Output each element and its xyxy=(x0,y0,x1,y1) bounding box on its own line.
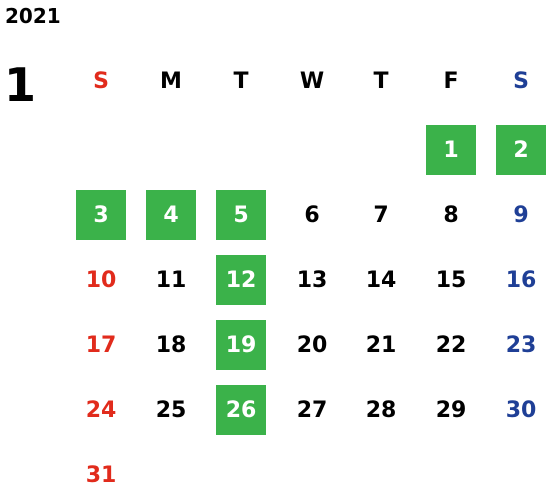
calendar-day-25[interactable]: 25 xyxy=(155,397,187,423)
weekday-header-0: S xyxy=(93,68,109,94)
calendar-day-3[interactable]: 3 xyxy=(76,190,126,240)
weekday-header-3: W xyxy=(299,68,325,94)
calendar-day-10[interactable]: 10 xyxy=(85,267,117,293)
calendar-day-21[interactable]: 21 xyxy=(365,332,397,358)
calendar-day-6[interactable]: 6 xyxy=(304,202,320,228)
weekday-header-4: T xyxy=(373,68,389,94)
calendar-day-31[interactable]: 31 xyxy=(85,462,117,488)
calendar-day-16[interactable]: 16 xyxy=(505,267,537,293)
calendar-day-30[interactable]: 30 xyxy=(505,397,537,423)
calendar-day-23[interactable]: 23 xyxy=(505,332,537,358)
calendar-day-17[interactable]: 17 xyxy=(85,332,117,358)
calendar-day-1[interactable]: 1 xyxy=(426,125,476,175)
calendar-day-14[interactable]: 14 xyxy=(365,267,397,293)
calendar-day-11[interactable]: 11 xyxy=(155,267,187,293)
weekday-header-6: S xyxy=(513,68,529,94)
calendar-day-22[interactable]: 22 xyxy=(435,332,467,358)
calendar-day-24[interactable]: 24 xyxy=(85,397,117,423)
calendar-day-15[interactable]: 15 xyxy=(435,267,467,293)
calendar-day-27[interactable]: 27 xyxy=(296,397,328,423)
calendar-day-12[interactable]: 12 xyxy=(216,255,266,305)
calendar-day-20[interactable]: 20 xyxy=(296,332,328,358)
calendar-day-7[interactable]: 7 xyxy=(373,202,389,228)
calendar-day-5[interactable]: 5 xyxy=(216,190,266,240)
calendar-day-29[interactable]: 29 xyxy=(435,397,467,423)
calendar-day-19[interactable]: 19 xyxy=(216,320,266,370)
weekday-header-2: T xyxy=(233,68,249,94)
calendar-day-28[interactable]: 28 xyxy=(365,397,397,423)
calendar-day-2[interactable]: 2 xyxy=(496,125,546,175)
year-label: 2021 xyxy=(5,4,61,28)
month-label: 1 xyxy=(4,58,37,112)
calendar-day-18[interactable]: 18 xyxy=(155,332,187,358)
calendar-day-8[interactable]: 8 xyxy=(443,202,459,228)
calendar-day-9[interactable]: 9 xyxy=(513,202,529,228)
weekday-header-1: M xyxy=(160,68,182,94)
calendar-day-13[interactable]: 13 xyxy=(296,267,328,293)
weekday-header-5: F xyxy=(443,68,459,94)
calendar-day-4[interactable]: 4 xyxy=(146,190,196,240)
calendar-day-26[interactable]: 26 xyxy=(216,385,266,435)
